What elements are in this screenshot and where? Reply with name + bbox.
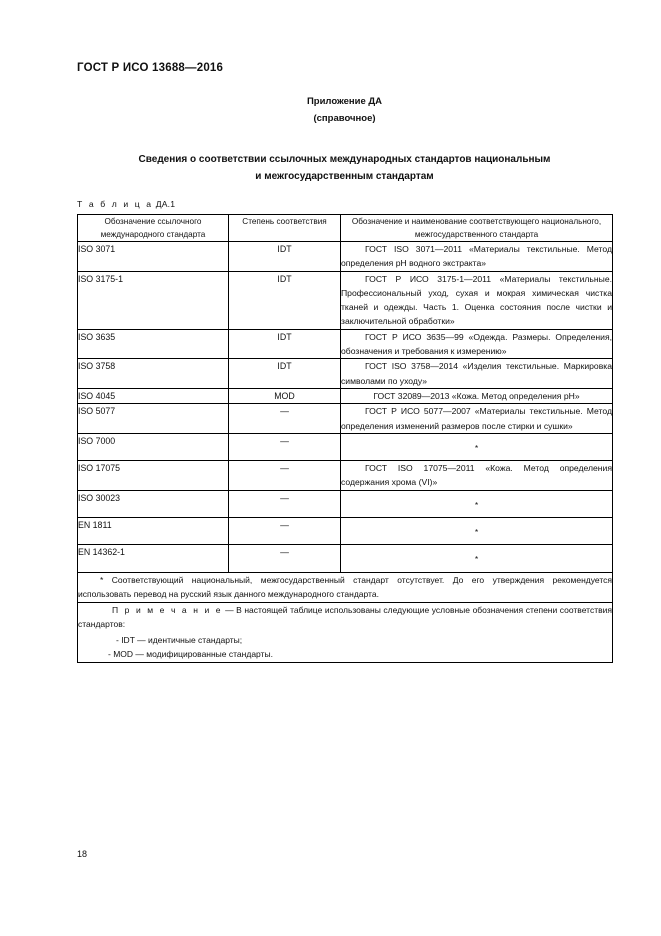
table-row: EN 1811 — * [77,517,613,546]
cell-iso: ISO 17075 [77,460,229,491]
cell-degree: IDT [228,358,341,389]
cell-national: ГОСТ ISO 3758—2014 «Изделия текстильные.… [340,358,613,389]
cell-degree: — [228,544,341,573]
cell-degree: MOD [228,387,341,405]
annex-heading: Приложение ДА (справочное) [77,93,612,127]
cell-degree: — [228,517,341,546]
table-note: П р и м е ч а н и е — В настоящей таблиц… [77,601,613,663]
cell-national: * [340,544,613,573]
cell-national: * [340,489,613,519]
cell-national-text: ГОСТ ISO 3071—2011 «Материалы текстильны… [341,244,612,269]
annex-kind: (справочное) [313,113,376,124]
cell-national-text: ГОСТ Р ИСО 3635—99 «Одежда. Размеры. Опр… [341,331,612,357]
cell-national: ГОСТ ISO 3071—2011 «Материалы текстильны… [340,241,613,272]
table-row: EN 14362-1 — * [77,544,613,573]
cell-national: ГОСТ Р ИСО 3175-1—2011 «Материалы тексти… [340,270,613,330]
table-note-text: — В настоящей таблице использованы следу… [78,604,612,630]
table-note-row: П р и м е ч а н и е — В настоящей таблиц… [77,601,613,663]
page-title-line-2: и межгосударственным стандартам [255,170,434,182]
cell-iso: EN 14362-1 [77,544,229,573]
table-row: ISO 17075 — ГОСТ ISO 17075—2011 «Кожа. М… [77,460,613,491]
table-footnote: * Соответствующий национальный, межгосуд… [77,571,613,603]
cell-national: ГОСТ ISO 17075—2011 «Кожа. Метод определ… [340,460,613,491]
cell-iso: ISO 7000 [77,432,229,462]
cell-national-text: ГОСТ ISO 3758—2014 «Изделия текстильные.… [341,361,612,386]
table-header-row: Обозначение ссылочного международного ст… [77,214,613,242]
table-row: ISO 7000 — * [77,432,613,462]
table-row: ISO 3175-1 IDT ГОСТ Р ИСО 3175-1—2011 «М… [77,270,613,330]
correspondence-table-wrapper: Обозначение ссылочного международного ст… [77,214,613,663]
table-caption: Т а б л и ц а ДА.1 [77,199,175,209]
table-row: ISO 30023 — * [77,489,613,519]
cell-national-text: ГОСТ Р ИСО 3175-1—2011 «Материалы тексти… [341,273,612,327]
table-row: ISO 3635 IDT ГОСТ Р ИСО 3635—99 «Одежда.… [77,328,613,360]
table-note-label: П р и м е ч а н и е [112,604,223,615]
table-footnote-text: * Соответствующий национальный, межгосуд… [78,574,612,600]
cell-degree: IDT [228,328,341,360]
cell-iso: EN 1811 [77,517,229,546]
table-caption-word: Т а б л и ц а [77,199,154,209]
table-note-paragraph: П р и м е ч а н и е — В настоящей таблиц… [78,603,612,632]
cell-national-text: ГОСТ 32089—2013 «Кожа. Метод определения… [373,390,580,401]
column-header-correspondence-degree: Степень соответствия [228,214,341,242]
cell-iso: ISO 5077 [77,403,229,434]
cell-iso: ISO 4045 [77,387,229,405]
cell-iso: ISO 3071 [77,241,229,272]
column-header-iso-designation: Обозначение ссылочного международного ст… [77,214,229,242]
cell-national-text: ГОСТ Р ИСО 5077—2007 «Материалы текстиль… [341,406,612,431]
cell-national: ГОСТ Р ИСО 5077—2007 «Материалы текстиль… [340,403,613,434]
page-title-line-1: Сведения о соответствии ссылочных междун… [138,154,551,165]
cell-degree: — [228,489,341,519]
annex-name: Приложение ДА [306,96,383,107]
cell-national: * [340,517,613,546]
cell-degree: — [228,403,341,434]
cell-degree: — [228,460,341,491]
page-title: Сведения о соответствии ссылочных междун… [77,152,612,185]
cell-iso: ISO 30023 [77,489,229,519]
table-footnote-row: * Соответствующий национальный, межгосуд… [77,571,613,603]
cell-national: ГОСТ 32089—2013 «Кожа. Метод определения… [340,387,613,405]
cell-iso: ISO 3758 [77,358,229,389]
cell-iso: ISO 3175-1 [77,270,229,330]
table-caption-number: ДА.1 [155,199,176,209]
running-head: ГОСТ Р ИСО 13688—2016 [77,62,224,74]
cell-national: * [340,432,613,462]
cell-degree: IDT [228,270,341,330]
list-item: - IDT — идентичные стандарты; [116,634,243,645]
column-header-national-designation: Обозначение и наименование соответствующ… [340,214,613,242]
cell-national: ГОСТ Р ИСО 3635—99 «Одежда. Размеры. Опр… [340,328,613,360]
cell-degree: IDT [228,241,341,272]
cell-iso: ISO 3635 [77,328,229,360]
table-body: ISO 3071 IDT ГОСТ ISO 3071—2011 «Материа… [77,241,613,663]
table-row: ISO 4045 MOD ГОСТ 32089—2013 «Кожа. Мето… [77,387,613,405]
cell-national-text: ГОСТ ISO 17075—2011 «Кожа. Метод определ… [341,463,612,488]
correspondence-table: Обозначение ссылочного международного ст… [77,214,613,663]
table-row: ISO 3071 IDT ГОСТ ISO 3071—2011 «Материа… [77,241,613,272]
table-note-list: - IDT — идентичные стандарты; - MOD — мо… [78,633,612,662]
table-row: ISO 3758 IDT ГОСТ ISO 3758—2014 «Изделия… [77,358,613,389]
table-row: ISO 5077 — ГОСТ Р ИСО 5077—2007 «Материа… [77,403,613,434]
list-item: - MOD — модифицированные стандарты. [108,649,273,660]
page-number: 18 [77,849,88,859]
cell-degree: — [228,432,341,462]
